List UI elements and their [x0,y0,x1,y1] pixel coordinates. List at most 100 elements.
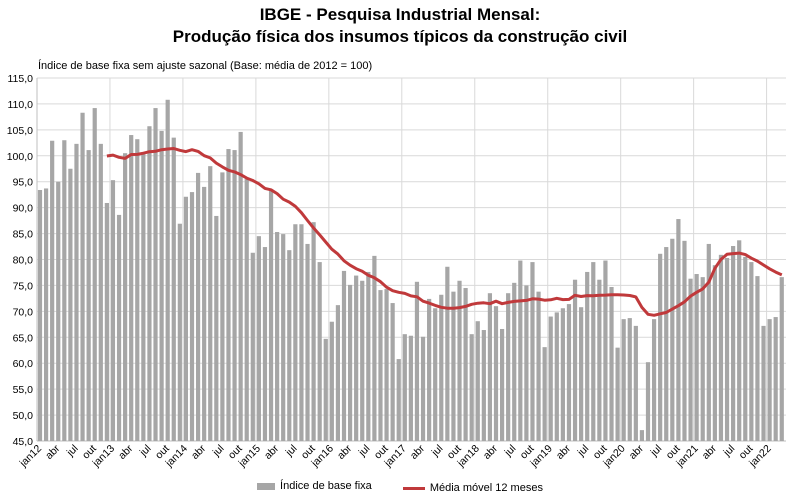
bar [767,319,772,441]
bar [451,291,456,441]
bar [390,303,395,441]
bar [354,275,359,441]
y-tick-label: 110,0 [8,99,34,111]
bar [183,196,189,441]
bar [98,143,103,441]
y-tick-label: 55,0 [13,384,34,396]
bar [323,338,328,441]
bar [92,108,97,441]
bar [129,135,134,442]
bar [275,232,280,441]
bar [62,140,67,441]
bar [469,334,474,441]
bar [50,140,55,442]
x-tick-label: abr [700,442,720,462]
bar [305,243,310,441]
bar [700,277,705,441]
y-tick-label: 95,0 [13,177,34,189]
bar [670,238,675,441]
x-tick-label: abr [408,442,428,462]
bar [743,256,748,441]
bar [123,153,128,441]
y-tick-label: 90,0 [13,203,34,215]
bar [250,252,255,441]
bar [512,282,517,441]
bar [238,131,243,441]
bar [615,347,620,441]
bar [153,108,158,441]
bar [682,240,687,441]
bar [244,179,249,441]
bar [268,190,274,441]
legend-swatch-bar [257,482,276,490]
bar [68,168,73,441]
legend: Índice de base fixa Média móvel 12 meses [0,480,800,494]
x-tick-label: jul [721,443,738,460]
bar [347,284,353,441]
bar [141,154,146,442]
y-tick-label: 115,0 [8,73,34,85]
bar [737,240,742,441]
bar [658,253,663,441]
bar [80,112,85,441]
bar [548,316,553,441]
y-tick-label: 85,0 [13,229,34,241]
bar [463,288,468,441]
bar [706,243,711,441]
bar [293,224,298,441]
bar [694,274,699,441]
chart-title: IBGE - Pesquisa Industrial Mensal: Produ… [0,4,800,48]
bar [341,270,347,441]
bar [208,166,213,441]
bar [420,336,426,441]
x-tick-label: abr [189,442,209,462]
legend-item-index: Índice de base fixa [257,480,372,492]
x-tick-label: abr [116,442,136,462]
x-tick-label: abr [554,442,574,462]
bar [718,254,724,441]
bar [104,202,109,441]
x-tick-label: abr [43,442,63,462]
bar [86,150,91,441]
bar [43,188,49,441]
bar [378,290,383,441]
legend-item-moving-average: Média móvel 12 meses [402,482,543,494]
x-tick-label: jul [64,443,81,460]
bar [202,186,207,441]
bar [439,294,444,441]
x-tick-label: abr [627,442,647,462]
bar [499,328,505,441]
x-tick-label: jul [210,443,227,460]
x-tick-label: abr [262,442,282,462]
bar [761,325,766,441]
bar [712,265,717,441]
x-tick-label: jul [429,443,446,460]
bar [372,255,377,441]
bar [165,99,170,441]
bar [749,262,754,441]
bar [457,280,462,441]
moving-average-line [106,147,783,317]
legend-label-moving-average: Média móvel 12 meses [429,482,543,494]
bar [384,289,389,441]
bar [396,359,401,441]
bar [627,318,632,441]
bar [171,137,176,441]
bar [214,215,219,441]
bar [645,362,651,441]
bar [493,306,499,441]
bar [609,286,614,441]
x-tick-label: jul [502,443,519,460]
x-tick-label: abr [335,442,355,462]
bar [329,321,334,441]
bar [676,219,681,441]
bar [226,149,231,441]
legend-label-index: Índice de base fixa [280,480,372,492]
bar [481,330,486,441]
bar [366,271,371,441]
y-tick-label: 65,0 [13,332,34,344]
y-tick-label: 80,0 [13,255,34,267]
y-tick-label: 100,0 [7,151,33,163]
bar [755,276,760,441]
